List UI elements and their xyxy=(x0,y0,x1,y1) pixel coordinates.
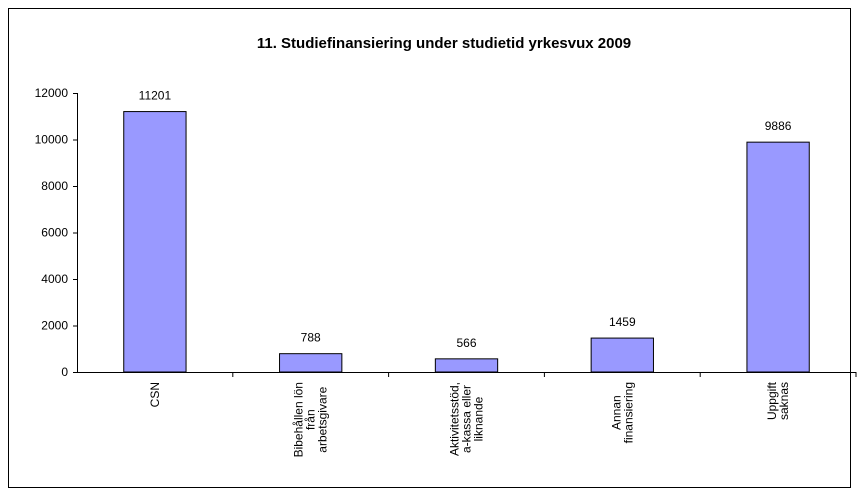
data-label: 788 xyxy=(301,331,321,345)
y-tick-label: 2000 xyxy=(41,319,68,333)
x-tick-label: Aktivitetsstöd, xyxy=(448,382,462,456)
x-tick-label: finansiering xyxy=(621,382,635,443)
x-tick-label: liknande xyxy=(472,396,486,441)
bar xyxy=(123,111,187,373)
y-tick-label: 0 xyxy=(61,365,68,379)
bar xyxy=(434,358,499,373)
x-tick-label: saknas xyxy=(777,382,791,420)
y-tick-label: 6000 xyxy=(41,226,68,240)
x-tick-label: Uppgift xyxy=(765,381,779,420)
data-label: 566 xyxy=(456,336,476,350)
data-label: 11201 xyxy=(139,89,172,103)
x-tick-label: Annan xyxy=(609,395,623,430)
x-tick-label: Bibehållen lön xyxy=(292,382,306,457)
data-label: 1459 xyxy=(609,315,636,329)
bar xyxy=(746,141,810,373)
x-tick-label: a-kassa eller xyxy=(460,385,474,453)
bar xyxy=(279,353,343,373)
data-label: 9886 xyxy=(765,119,792,133)
y-tick-label: 4000 xyxy=(41,272,68,286)
chart-title: 11. Studiefinansiering under studietid y… xyxy=(257,35,631,52)
y-tick-label: 10000 xyxy=(35,133,69,147)
y-tick-label: 8000 xyxy=(41,179,68,193)
x-tick-label: CSN xyxy=(148,382,162,407)
x-tick-label: från xyxy=(304,409,318,430)
bar xyxy=(590,337,654,373)
y-tick-label: 12000 xyxy=(35,86,69,100)
x-tick-label: arbetsgivare xyxy=(316,386,330,452)
